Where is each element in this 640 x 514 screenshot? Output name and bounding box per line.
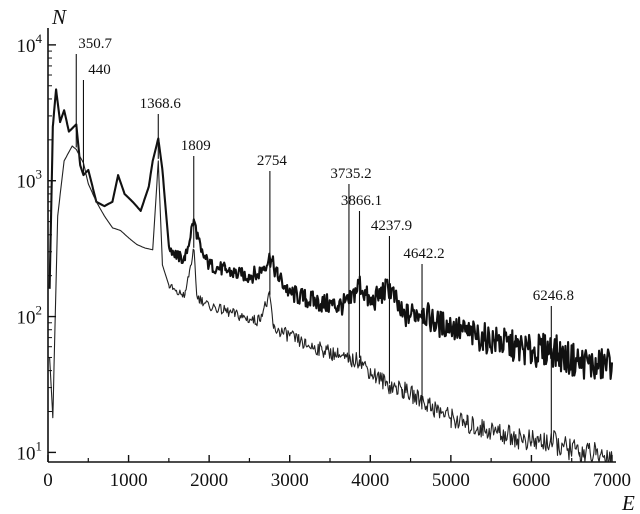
y-tick-label: 102 xyxy=(17,303,43,329)
axes: 0 1000 2000 3000 4000 5000 6000 7000 101 102 103 10… xyxy=(17,28,631,491)
series-thin-line xyxy=(49,145,613,463)
x-tick-label: 5000 xyxy=(432,470,470,491)
x-tick-label: 1000 xyxy=(110,470,148,491)
peak-label: 4642.2 xyxy=(403,246,444,262)
series-thick-line xyxy=(48,88,614,380)
x-tick-label: 6000 xyxy=(512,470,550,491)
y-tick-label: 104 xyxy=(17,31,43,57)
x-tick-label: 0 xyxy=(43,470,53,491)
peak-label: 2754 xyxy=(257,153,288,169)
x-tick-label: 7000 xyxy=(593,470,631,491)
y-tick-label: 103 xyxy=(17,167,43,193)
peak-label: 3735.2 xyxy=(330,166,371,182)
x-axis-label: E xyxy=(621,491,635,514)
peak-label: 6246.8 xyxy=(533,288,574,304)
x-tick-label: 3000 xyxy=(271,470,309,491)
peak-label: 1809 xyxy=(181,138,211,154)
peak-label: 4237.9 xyxy=(371,218,412,234)
y-axis-label: N xyxy=(51,5,67,29)
peak-label: 350.7 xyxy=(78,36,112,52)
x-tick-label: 4000 xyxy=(351,470,389,491)
peak-label: 3866.1 xyxy=(341,193,382,209)
peak-annotations: 350.7 440 1368.6 1809 2754 3735.2 3866.1 4237.9… xyxy=(75,36,574,440)
series-layer xyxy=(48,88,614,463)
x-tick-label: 2000 xyxy=(190,470,228,491)
peak-label: 1368.6 xyxy=(140,96,182,112)
peak-label: 440 xyxy=(88,62,111,78)
y-tick-label: 101 xyxy=(17,438,43,464)
